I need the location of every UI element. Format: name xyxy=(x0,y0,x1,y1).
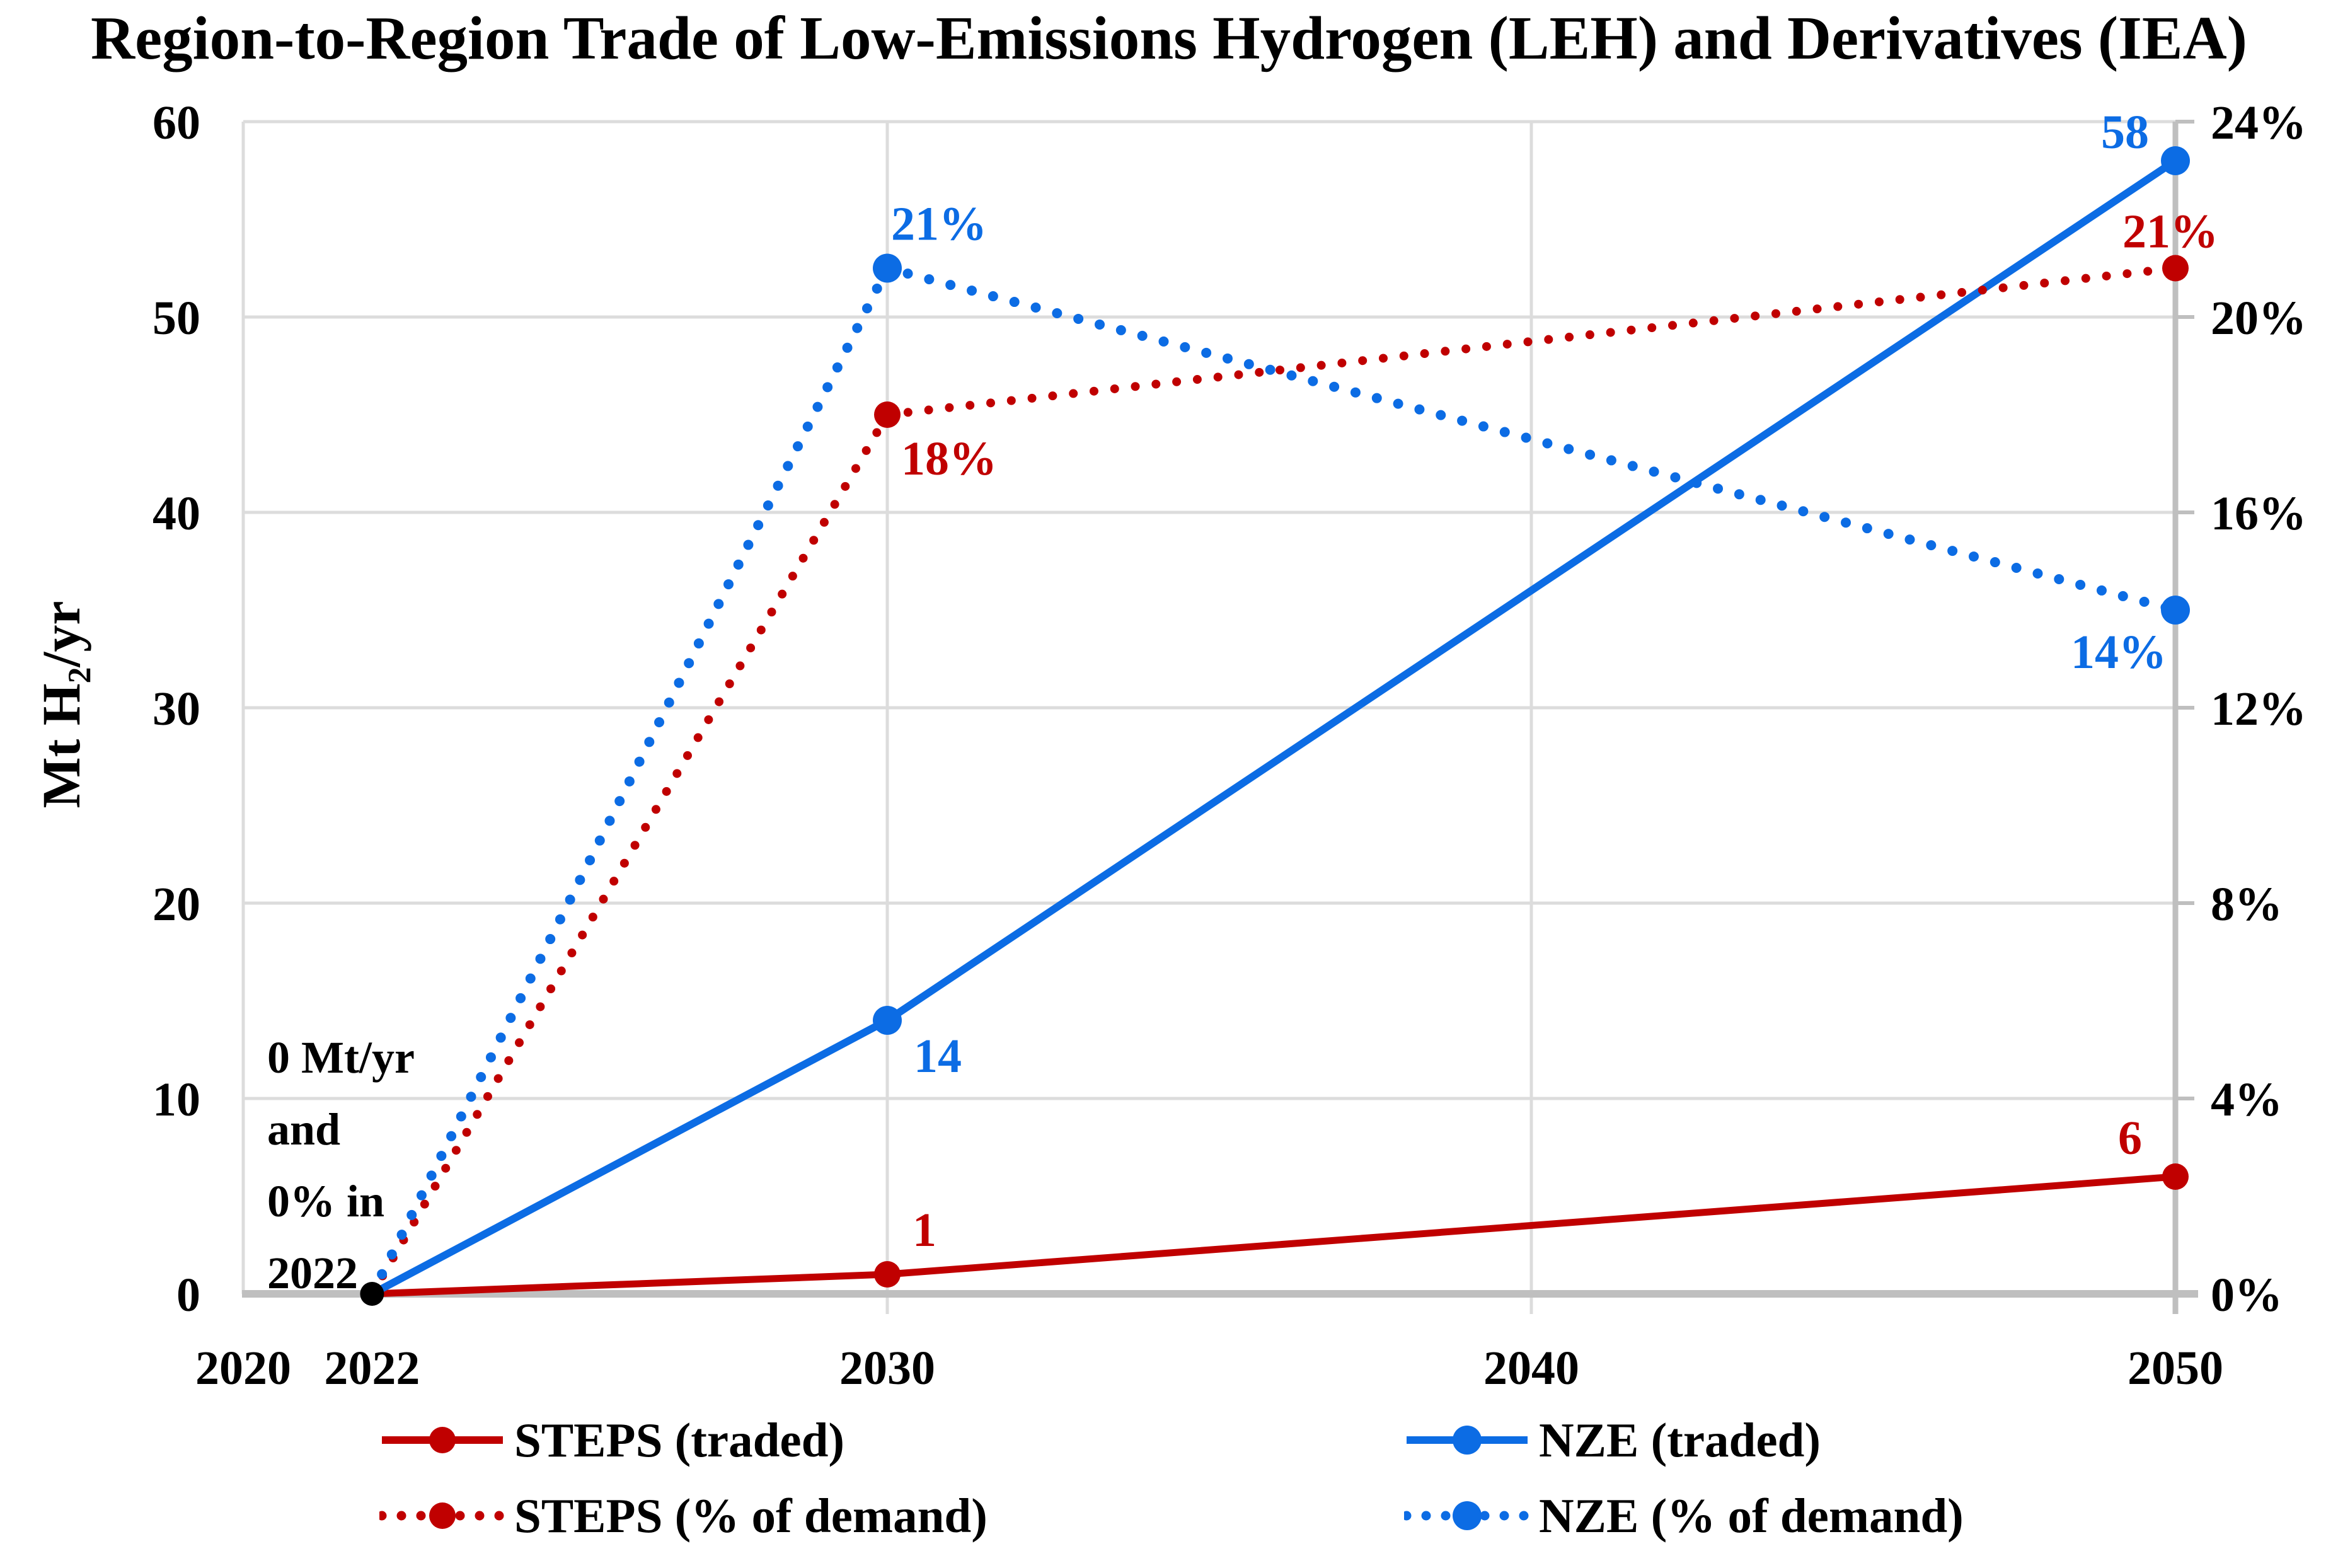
origin-marker xyxy=(360,1282,384,1306)
nze-traded-line xyxy=(370,158,2178,1298)
nze-of-demand-line xyxy=(367,263,2180,1299)
right-axis-tick-label: 12% xyxy=(2211,683,2306,735)
annotation-line: 0 Mt/yr xyxy=(267,1032,415,1083)
chart-title: Region-to-Region Trade of Low-Emissions … xyxy=(91,4,2247,72)
x-axis-tick-label: 2022 xyxy=(324,1342,420,1395)
steps-of-demand-marker xyxy=(874,401,901,428)
left-axis-tick-label: 20 xyxy=(153,878,200,931)
annotation-line: 2022 xyxy=(267,1248,358,1298)
data-label: 18% xyxy=(901,432,997,485)
right-axis-tick-label: 20% xyxy=(2211,292,2306,345)
nze-traded-marker xyxy=(2161,146,2190,175)
steps-of-demand-marker xyxy=(2162,255,2189,282)
steps-traded-marker xyxy=(2162,1163,2189,1190)
steps-of-demand-line xyxy=(367,263,2180,1298)
left-axis-tick-label: 30 xyxy=(153,683,200,735)
left-axis-tick-label: 10 xyxy=(153,1073,200,1126)
right-axis-tick-label: 24% xyxy=(2211,96,2306,149)
nze-of-demand-marker xyxy=(873,253,902,283)
nze-traded-marker xyxy=(873,1006,902,1035)
steps-traded-line xyxy=(372,1173,2176,1298)
x-axis-tick-label: 2050 xyxy=(2128,1342,2223,1395)
right-axis-tick-label: 0% xyxy=(2211,1269,2283,1322)
right-axis-tick-label: 16% xyxy=(2211,487,2306,540)
right-axis-tick-label: 4% xyxy=(2211,1073,2283,1126)
data-label: 14% xyxy=(2071,626,2167,679)
annotation-line: 0% in xyxy=(267,1176,384,1226)
left-axis-tick-label: 50 xyxy=(153,292,200,345)
data-label: 21% xyxy=(2122,205,2218,258)
left-axis-tick-label: 0 xyxy=(176,1269,200,1322)
data-label: 21% xyxy=(891,198,987,251)
data-label: 6 xyxy=(2118,1112,2142,1165)
data-label: 1 xyxy=(913,1204,936,1257)
left-axis-tick-label: 60 xyxy=(153,96,200,149)
x-axis-tick-label: 2020 xyxy=(195,1342,291,1395)
x-axis-tick-label: 2040 xyxy=(1483,1342,1579,1395)
data-label: 14 xyxy=(914,1030,962,1083)
annotation-line: and xyxy=(267,1104,340,1155)
data-label: 58 xyxy=(2101,106,2149,159)
left-axis-tick-label: 40 xyxy=(153,487,200,540)
right-axis-tick-label: 8% xyxy=(2211,878,2283,931)
x-axis-tick-label: 2030 xyxy=(839,1342,935,1395)
nze-of-demand-marker xyxy=(2161,596,2190,625)
steps-traded-marker xyxy=(874,1261,901,1288)
